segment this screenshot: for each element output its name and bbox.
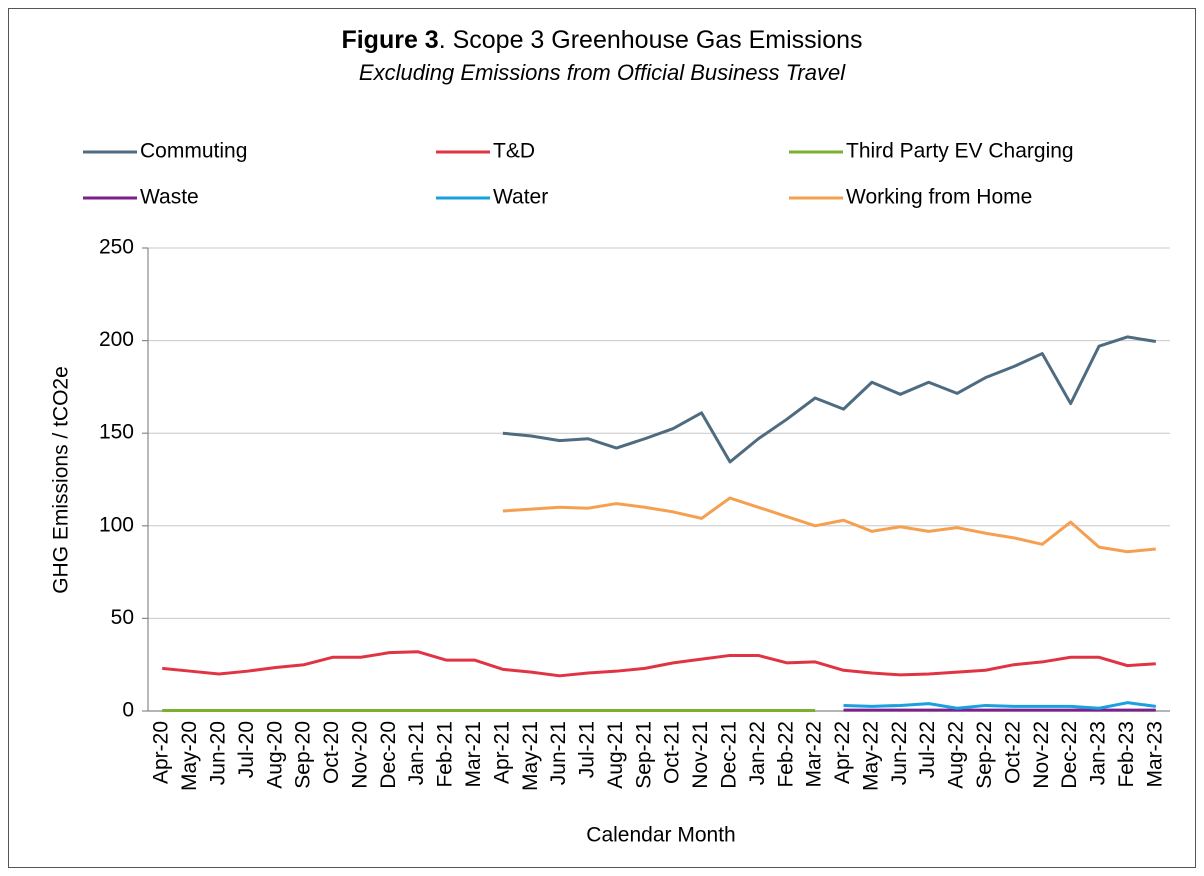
y-tick-label: 250 xyxy=(99,236,134,259)
x-tick-label: Mar-22 xyxy=(803,721,826,788)
series-line xyxy=(502,335,1157,464)
chart-border xyxy=(8,8,1196,868)
x-tick-label: Aug-22 xyxy=(945,721,968,789)
series-line xyxy=(162,650,1156,678)
x-tick-label: Jul-21 xyxy=(576,721,599,778)
x-tick-label: Jun-20 xyxy=(207,721,230,785)
x-tick-label: Nov-21 xyxy=(689,721,712,789)
x-tick-label: Oct-22 xyxy=(1001,721,1024,784)
x-tick-label: May-22 xyxy=(859,721,882,791)
x-tick-label: Sep-20 xyxy=(292,721,315,789)
x-tick-label: Jul-22 xyxy=(916,721,939,778)
series-line xyxy=(502,496,1156,554)
y-tick-label: 200 xyxy=(99,328,134,351)
x-tick-label: Jan-21 xyxy=(405,721,428,785)
x-tick-label: Aug-20 xyxy=(263,721,286,789)
x-tick-label: Jan-22 xyxy=(746,721,769,785)
series-line xyxy=(843,701,1157,710)
legend-label: Commuting xyxy=(140,140,247,163)
chart-title: Figure 3. Scope 3 Greenhouse Gas Emissio… xyxy=(341,26,862,54)
x-tick-label: Mar-21 xyxy=(462,721,485,788)
x-tick-label: Apr-20 xyxy=(150,721,173,784)
x-tick-label: Jun-21 xyxy=(547,721,570,785)
legend-label: Water xyxy=(493,186,548,209)
x-tick-label: Jun-22 xyxy=(888,721,911,785)
title-label: Figure 3 xyxy=(341,26,438,54)
x-tick-label: Feb-21 xyxy=(434,721,457,788)
x-tick-label: Apr-22 xyxy=(831,721,854,784)
y-tick-label: 150 xyxy=(99,421,134,444)
x-tick-label: Jul-20 xyxy=(235,721,258,778)
x-tick-label: Mar-23 xyxy=(1143,721,1166,788)
x-axis-label: Calendar Month xyxy=(586,824,735,847)
x-tick-label: Nov-22 xyxy=(1030,721,1053,789)
x-tick-label: Sep-21 xyxy=(632,721,655,789)
legend-label: T&D xyxy=(493,140,535,163)
x-tick-label: Apr-21 xyxy=(490,721,513,784)
legend-label: Waste xyxy=(140,186,199,209)
y-tick-label: 100 xyxy=(99,513,134,536)
title-text: . Scope 3 Greenhouse Gas Emissions xyxy=(439,26,863,54)
legend-label: Third Party EV Charging xyxy=(846,140,1074,163)
x-tick-label: Jan-23 xyxy=(1087,721,1110,785)
chart-subtitle: Excluding Emissions from Official Busine… xyxy=(359,60,846,85)
x-tick-label: Sep-22 xyxy=(973,721,996,789)
x-tick-label: Nov-20 xyxy=(348,721,371,789)
x-tick-label: Oct-20 xyxy=(320,721,343,784)
y-axis-label: GHG Emissions / tCO2e xyxy=(50,366,73,594)
legend-label: Working from Home xyxy=(846,186,1032,209)
x-tick-label: May-20 xyxy=(178,721,201,791)
x-tick-label: Oct-21 xyxy=(661,721,684,784)
y-tick-label: 50 xyxy=(111,606,134,629)
x-tick-label: Dec-22 xyxy=(1058,721,1081,789)
x-tick-label: Dec-20 xyxy=(377,721,400,789)
x-tick-label: Feb-23 xyxy=(1115,721,1138,788)
x-tick-label: Dec-21 xyxy=(718,721,741,789)
x-tick-label: Aug-21 xyxy=(604,721,627,789)
y-tick-label: 0 xyxy=(122,699,134,722)
x-tick-label: May-21 xyxy=(519,721,542,791)
x-tick-label: Feb-22 xyxy=(774,721,797,788)
